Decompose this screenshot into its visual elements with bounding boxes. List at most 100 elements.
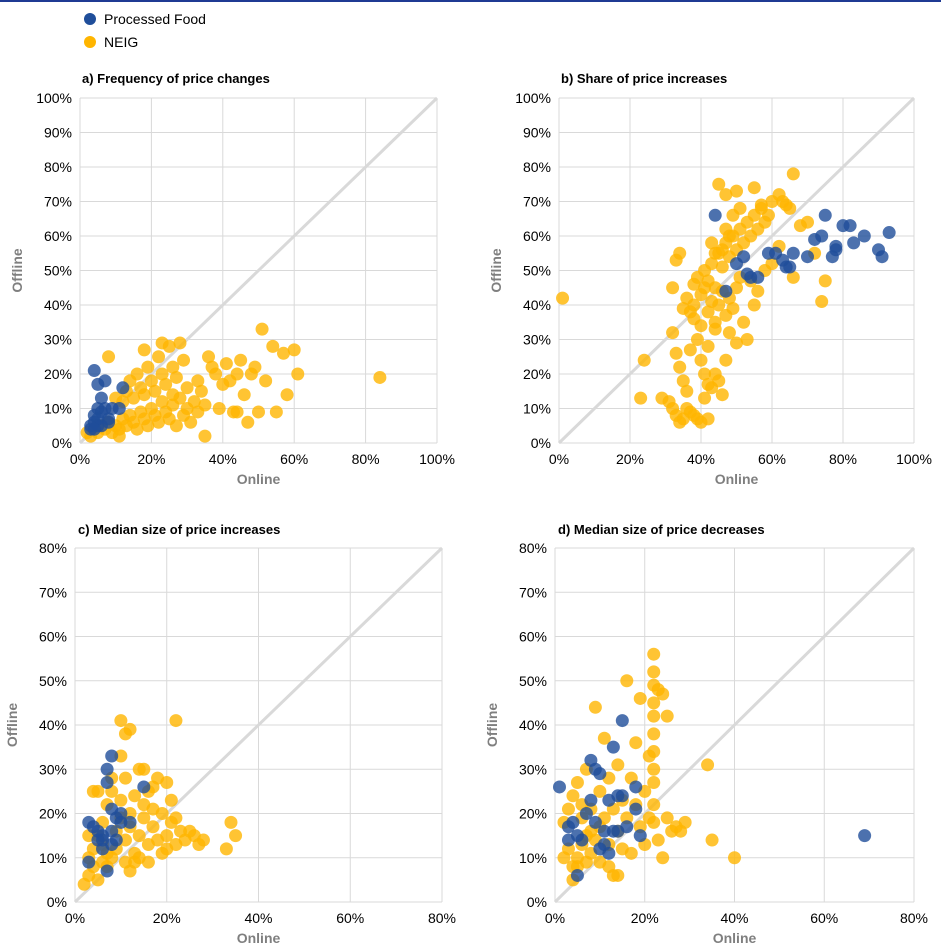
point-neig: [579, 855, 593, 869]
point-neig: [690, 333, 704, 346]
point-processed-food: [116, 381, 130, 395]
point-neig: [255, 322, 269, 336]
point-neig: [712, 298, 726, 312]
point-neig: [155, 846, 169, 860]
point-neig: [694, 353, 708, 367]
point-neig: [765, 257, 779, 271]
point-processed-food: [615, 714, 629, 728]
legend: Processed Food NEIG: [84, 11, 206, 50]
point-processed-food: [629, 780, 643, 794]
point-neig: [229, 829, 243, 843]
point-processed-food: [708, 208, 722, 222]
x-tick-label: 40%: [209, 451, 237, 467]
point-neig: [102, 350, 116, 364]
point-processed-food: [633, 829, 647, 843]
point-neig: [701, 758, 715, 772]
point-processed-food: [847, 236, 861, 250]
legend-label-neig: NEIG: [104, 34, 138, 50]
point-processed-food: [87, 364, 101, 378]
x-axis-title: Online: [713, 930, 757, 945]
point-processed-food: [815, 229, 829, 243]
point-neig: [666, 281, 680, 295]
point-neig: [602, 860, 616, 874]
point-neig: [241, 415, 255, 429]
point-neig: [137, 811, 151, 825]
x-tick-label: 80%: [428, 910, 456, 926]
point-neig: [91, 873, 105, 887]
y-axis-title: Offline: [4, 703, 20, 748]
point-processed-food: [566, 815, 580, 829]
point-neig: [570, 776, 584, 790]
point-neig: [786, 167, 800, 181]
point-neig: [155, 336, 169, 350]
point-neig: [169, 714, 183, 728]
point-neig: [219, 357, 233, 371]
point-neig: [164, 793, 178, 807]
point-neig: [786, 270, 800, 284]
point-neig: [114, 714, 128, 728]
point-neig: [694, 319, 708, 333]
point-neig: [705, 833, 719, 847]
point-neig: [287, 343, 301, 357]
legend-marker-processed-food: [84, 13, 96, 25]
point-neig: [701, 305, 715, 319]
point-neig: [730, 336, 743, 350]
y-tick-label: 40%: [523, 297, 551, 313]
point-neig: [708, 246, 722, 260]
point-processed-food: [109, 833, 123, 847]
point-neig: [152, 350, 166, 364]
point-neig: [680, 384, 694, 398]
x-tick-label: 20%: [137, 451, 165, 467]
x-tick-label: 80%: [352, 451, 380, 467]
chart-panel-1: a) Frequency of price changes 0% 10% 20% 30%…: [9, 71, 455, 487]
point-neig: [815, 295, 829, 309]
point-neig: [633, 691, 647, 705]
point-neig: [722, 326, 736, 340]
point-processed-food: [575, 833, 589, 847]
point-processed-food: [579, 807, 593, 820]
point-neig: [86, 784, 100, 798]
point-neig: [666, 326, 680, 340]
point-neig: [137, 762, 151, 776]
point-processed-food: [783, 260, 797, 274]
point-neig: [818, 274, 832, 288]
point-neig: [169, 419, 183, 433]
point-neig: [173, 336, 187, 350]
chart-title: a) Frequency of price changes: [82, 71, 270, 86]
point-neig: [169, 370, 183, 384]
y-tick-label: 50%: [523, 263, 551, 279]
chart-title: d) Median size of price decreases: [558, 522, 765, 537]
point-neig: [132, 829, 146, 843]
x-tick-label: 80%: [900, 910, 928, 926]
y-tick-label: 0%: [531, 435, 551, 451]
point-neig: [747, 298, 761, 312]
point-neig: [141, 360, 155, 374]
point-neig: [137, 343, 151, 357]
point-processed-food: [100, 762, 114, 776]
point-neig: [118, 771, 132, 785]
point-neig: [187, 395, 201, 409]
point-neig: [647, 727, 661, 741]
y-tick-label: 70%: [39, 584, 67, 600]
legend-label-processed-food: Processed Food: [104, 11, 206, 27]
y-tick-label: 40%: [44, 297, 72, 313]
point-processed-food: [588, 815, 602, 829]
point-processed-food: [100, 776, 114, 790]
y-tick-label: 70%: [523, 194, 551, 210]
y-tick-label: 0%: [47, 894, 67, 910]
point-neig: [159, 377, 173, 391]
point-neig: [248, 360, 262, 374]
point-neig: [169, 811, 183, 825]
y-tick-label: 60%: [523, 228, 551, 244]
point-processed-food: [801, 250, 814, 264]
x-tick-label: 40%: [720, 910, 748, 926]
point-processed-food: [786, 246, 800, 260]
y-tick-label: 90%: [44, 125, 72, 141]
point-neig: [801, 215, 814, 229]
point-neig: [611, 758, 625, 772]
y-tick-label: 50%: [44, 263, 72, 279]
point-neig: [751, 284, 765, 298]
point-neig: [647, 665, 661, 679]
point-neig: [647, 745, 661, 759]
y-tick-label: 80%: [39, 540, 67, 556]
